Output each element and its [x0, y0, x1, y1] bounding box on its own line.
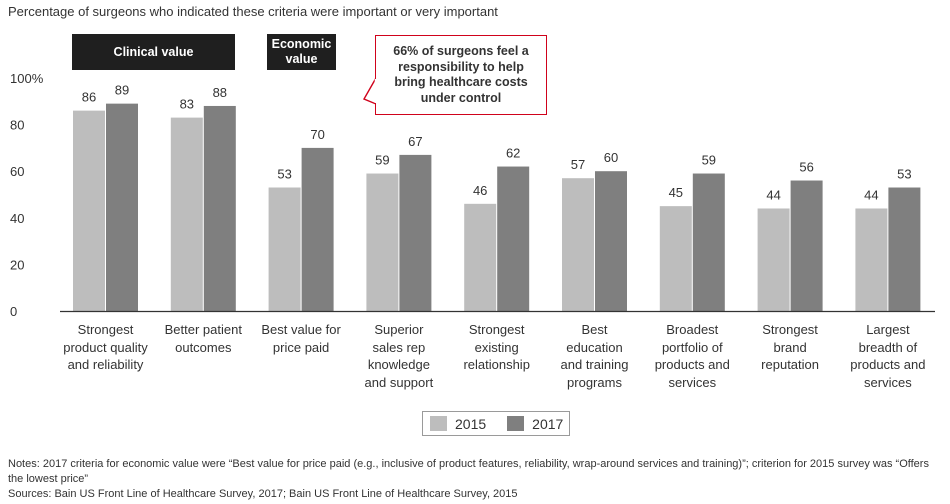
x-tick-label-line: brand: [773, 339, 807, 355]
bar-2015: [659, 206, 692, 311]
notes: Notes: 2017 criteria for economic value …: [8, 457, 943, 502]
data-label-2017: 60: [604, 150, 618, 165]
bar-2017: [106, 103, 138, 311]
legend-item-2015: 2015: [423, 416, 486, 432]
y-tick-label: 60: [10, 164, 24, 179]
y-tick-label: 40: [10, 211, 24, 226]
x-tick-label-line: Strongest: [762, 322, 818, 337]
callout-box: 66% of surgeons feel a responsibility to…: [375, 35, 547, 115]
bar-2015: [464, 203, 497, 311]
x-tick-label-line: Strongest: [77, 322, 134, 337]
x-tick-label-line: Broadest: [666, 322, 719, 337]
data-label-2015: 86: [82, 90, 96, 105]
x-tick-label: Largest breadth of products and services: [833, 321, 943, 391]
data-label-2017: 59: [702, 153, 716, 168]
x-tick-label-line: price paid: [272, 339, 330, 355]
legend-swatch-2017: [507, 416, 525, 431]
x-tick-label-line: services: [668, 374, 717, 390]
notes-line: Notes: 2017 criteria for economic value …: [8, 458, 929, 485]
data-label-2015: 83: [180, 97, 194, 112]
bar-2017: [301, 147, 334, 311]
x-tick-label-line: services: [864, 374, 912, 390]
x-tick-label-line: knowledge: [367, 357, 430, 372]
x-tick-label-line: portfolio of: [661, 339, 723, 355]
x-tick-label-line: reputation: [761, 357, 819, 372]
data-label-2015: 44: [766, 187, 780, 202]
x-tick-label-line: Strongest: [468, 322, 525, 337]
legend-label-2017: 2017: [532, 415, 564, 432]
x-tick-label-line: product quality: [63, 339, 148, 355]
x-tick-label: Best value for price paid: [246, 321, 356, 356]
bar-2015: [757, 208, 790, 311]
x-tick-label-line: Largest: [866, 322, 910, 337]
data-label-2017: 67: [408, 134, 422, 149]
y-tick-label: 0: [10, 304, 17, 319]
data-label-2017: 56: [799, 160, 813, 175]
data-label-2017: 88: [213, 85, 227, 100]
bar-2015: [562, 178, 594, 311]
data-label-2015: 45: [669, 185, 683, 200]
bar-2017: [692, 173, 725, 311]
x-tick-label: Best education and training programs: [540, 321, 650, 391]
data-label-2017: 70: [310, 127, 324, 142]
bar-2017: [497, 166, 530, 311]
bar-2015: [170, 117, 203, 311]
legend-item-2017: 2017: [500, 416, 563, 432]
bar-2015: [73, 110, 105, 312]
x-tick-label-line: breadth of: [858, 339, 918, 355]
x-tick-label-line: programs: [567, 374, 622, 390]
x-tick-label-line: outcomes: [175, 339, 232, 355]
x-tick-label: Broadest portfolio of products and services: [637, 321, 747, 391]
y-tick-label: 100%: [10, 71, 44, 86]
x-tick-label: Strongest product quality and reliability: [51, 321, 161, 374]
y-tick-label: 20: [10, 257, 24, 272]
bar-2015: [366, 173, 399, 311]
legend: 2015 2017: [422, 411, 570, 436]
sources-line: Sources: Bain US Front Line of Healthcar…: [8, 488, 518, 500]
x-tick-label: Superior sales rep knowledge and support: [344, 321, 454, 391]
x-tick-label-line: and support: [364, 374, 434, 390]
data-label-2015: 53: [277, 167, 291, 182]
data-label-2015: 57: [571, 157, 585, 172]
bar-2015: [855, 208, 888, 311]
clinical-value-header: Clinical value: [72, 34, 235, 70]
bar-2017: [203, 105, 236, 312]
bar-2015: [268, 187, 301, 311]
bar-2017: [790, 180, 823, 311]
x-tick-label-line: Better patient: [164, 322, 242, 337]
x-tick-label-line: Best: [581, 322, 608, 337]
data-label-2015: 46: [473, 183, 487, 198]
legend-swatch-2015: [430, 416, 447, 431]
economic-value-header: Economic value: [267, 34, 336, 70]
data-label-2017: 53: [897, 167, 911, 182]
x-tick-label-line: sales rep: [372, 339, 426, 355]
bar-2017: [595, 171, 627, 311]
data-label-2017: 62: [506, 146, 520, 161]
x-tick-label: Strongest existing relationship: [442, 321, 552, 374]
x-tick-label-line: education: [566, 339, 623, 355]
bar-2017: [399, 154, 432, 311]
x-tick-label: Better patient outcomes: [148, 321, 258, 356]
x-tick-label-line: and training: [560, 357, 629, 372]
chart-subtitle: Percentage of surgeons who indicated the…: [8, 4, 498, 19]
x-tick-label: Strongest brand reputation: [735, 321, 845, 374]
x-tick-label-line: relationship: [463, 357, 530, 372]
data-label-2015: 44: [864, 187, 878, 202]
x-tick-label-line: Superior: [374, 322, 424, 337]
data-label-2017: 89: [115, 83, 129, 98]
x-tick-label-line: and reliability: [67, 357, 144, 372]
legend-label-2015: 2015: [455, 415, 487, 432]
x-tick-label-line: products and: [850, 357, 926, 372]
data-label-2015: 59: [375, 153, 389, 168]
y-tick-label: 80: [10, 118, 24, 133]
bar-2017: [888, 187, 921, 311]
x-tick-label-line: existing: [474, 339, 519, 355]
x-tick-label-line: products and: [654, 357, 730, 372]
x-tick-label-line: Best value for: [261, 322, 341, 337]
